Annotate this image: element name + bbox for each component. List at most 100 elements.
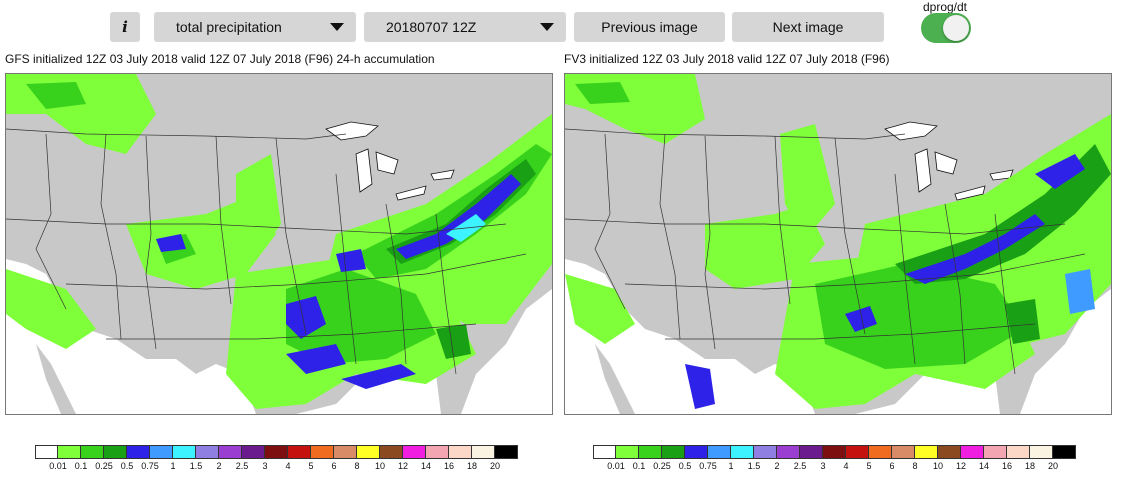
fv3-colorbar: 0.01 0.1 0.25 0.5 0.75 1 1.5 2 2.5 3 4 5 6 8 10 12 14 16 1… <box>593 445 1076 471</box>
fv3-map-title: FV3 initialized 12Z 03 July 2018 valid 1… <box>564 52 890 66</box>
info-button[interactable]: i <box>110 12 140 42</box>
gfs-colorbar-ticks: 0.01 0.1 0.25 0.5 0.75 1 1.5 2 2.5 3 4 5 6 8 10 12 14 16 1… <box>35 459 518 471</box>
colorbar-swatch <box>311 445 334 459</box>
next-image-label: Next image <box>772 19 844 35</box>
colorbar-swatch <box>265 445 288 459</box>
colorbar-swatch <box>1007 445 1030 459</box>
next-image-button[interactable]: Next image <box>732 12 884 42</box>
colorbar-tick-label: 1 <box>728 461 734 471</box>
previous-image-label: Previous image <box>601 19 698 35</box>
colorbar-tick-label: 4 <box>843 461 849 471</box>
gfs-precip-map <box>5 73 553 415</box>
colorbar-swatch <box>357 445 380 459</box>
colorbar-tick-label: 2.5 <box>235 461 249 471</box>
colorbar-tick-label: 18 <box>1024 461 1036 471</box>
colorbar-tick-label: 0.01 <box>607 461 625 471</box>
colorbar-tick-label: 0.1 <box>74 461 88 471</box>
colorbar-swatch <box>81 445 104 459</box>
dprog-dt-label: dprog/dt <box>922 0 968 14</box>
colorbar-tick-label: 0.75 <box>141 461 159 471</box>
colorbar-swatch <box>777 445 800 459</box>
colorbar-swatch <box>104 445 127 459</box>
dropdown-arrow-icon <box>540 23 554 31</box>
colorbar-tick-label: 10 <box>932 461 944 471</box>
colorbar-swatch <box>380 445 403 459</box>
colorbar-swatch <box>150 445 173 459</box>
colorbar-swatch <box>426 445 449 459</box>
colorbar-swatch <box>616 445 639 459</box>
fv3-colorbar-ticks: 0.01 0.1 0.25 0.5 0.75 1 1.5 2 2.5 3 4 5 6 8 10 12 14 16 1… <box>593 459 1076 471</box>
colorbar-tick-label: 8 <box>912 461 918 471</box>
colorbar-tick-label: 20 <box>489 461 501 471</box>
colorbar-swatch <box>449 445 472 459</box>
colorbar-tick-label: 18 <box>466 461 478 471</box>
colorbar-swatch <box>472 445 495 459</box>
fv3-map-graphic <box>565 74 1111 414</box>
colorbar-tick-label: 0.5 <box>678 461 692 471</box>
variable-select[interactable]: total precipitation <box>154 12 356 42</box>
fv3-colorbar-swatches <box>593 445 1076 459</box>
colorbar-swatch <box>173 445 196 459</box>
colorbar-tick-label: 1.5 <box>747 461 761 471</box>
colorbar-swatch <box>754 445 777 459</box>
colorbar-tick-label: 14 <box>978 461 990 471</box>
gfs-colorbar: 0.01 0.1 0.25 0.5 0.75 1 1.5 2 2.5 3 4 5 6 8 10 12 14 16 1… <box>35 445 518 471</box>
colorbar-swatch <box>219 445 242 459</box>
gfs-map-title: GFS initialized 12Z 03 July 2018 valid 1… <box>5 52 435 66</box>
colorbar-tick-label: 0.25 <box>653 461 671 471</box>
variable-select-value: total precipitation <box>176 19 282 35</box>
colorbar-swatch <box>403 445 426 459</box>
info-icon: i <box>122 18 128 36</box>
colorbar-tick-label: 2 <box>774 461 780 471</box>
colorbar-tick-label: 14 <box>420 461 432 471</box>
colorbar-tick-label: 16 <box>1001 461 1013 471</box>
colorbar-swatch <box>127 445 150 459</box>
colorbar-tick-label: 10 <box>374 461 386 471</box>
colorbar-tick-label: 0.25 <box>95 461 113 471</box>
colorbar-tick-label: 4 <box>285 461 291 471</box>
colorbar-tick-label: 12 <box>397 461 409 471</box>
colorbar-tick-label: 3 <box>262 461 268 471</box>
colorbar-swatch <box>334 445 357 459</box>
colorbar-swatch <box>242 445 265 459</box>
colorbar-swatch <box>961 445 984 459</box>
time-select-value: 20180707 12Z <box>386 19 477 35</box>
colorbar-swatch <box>662 445 685 459</box>
colorbar-tick-label: 6 <box>889 461 895 471</box>
gfs-map-graphic <box>6 74 552 414</box>
colorbar-swatch <box>495 445 518 459</box>
colorbar-swatch <box>1030 445 1053 459</box>
colorbar-tick-label: 2.5 <box>793 461 807 471</box>
colorbar-swatch <box>685 445 708 459</box>
colorbar-swatch <box>35 445 58 459</box>
time-select[interactable]: 20180707 12Z <box>364 12 566 42</box>
colorbar-tick-label: 1.5 <box>189 461 203 471</box>
colorbar-swatch <box>593 445 616 459</box>
previous-image-button[interactable]: Previous image <box>574 12 725 42</box>
dropdown-arrow-icon <box>330 23 344 31</box>
colorbar-tick-label: 20 <box>1047 461 1059 471</box>
colorbar-tick-label: 5 <box>308 461 314 471</box>
colorbar-swatch <box>984 445 1007 459</box>
colorbar-swatch <box>846 445 869 459</box>
colorbar-tick-label: 0.5 <box>120 461 134 471</box>
fv3-precip-map <box>564 73 1112 415</box>
colorbar-swatch <box>938 445 961 459</box>
colorbar-swatch <box>869 445 892 459</box>
colorbar-swatch <box>288 445 311 459</box>
colorbar-tick-label: 0.1 <box>632 461 646 471</box>
colorbar-tick-label: 16 <box>443 461 455 471</box>
colorbar-tick-label: 0.75 <box>699 461 717 471</box>
colorbar-swatch <box>708 445 731 459</box>
colorbar-tick-label: 5 <box>866 461 872 471</box>
colorbar-swatch <box>731 445 754 459</box>
gfs-colorbar-swatches <box>35 445 518 459</box>
dprog-dt-toggle[interactable] <box>921 13 971 43</box>
colorbar-tick-label: 3 <box>820 461 826 471</box>
colorbar-tick-label: 8 <box>354 461 360 471</box>
colorbar-tick-label: 1 <box>170 461 176 471</box>
colorbar-swatch <box>823 445 846 459</box>
colorbar-tick-label: 6 <box>331 461 337 471</box>
colorbar-tick-label: 2 <box>216 461 222 471</box>
colorbar-swatch <box>1053 445 1076 459</box>
